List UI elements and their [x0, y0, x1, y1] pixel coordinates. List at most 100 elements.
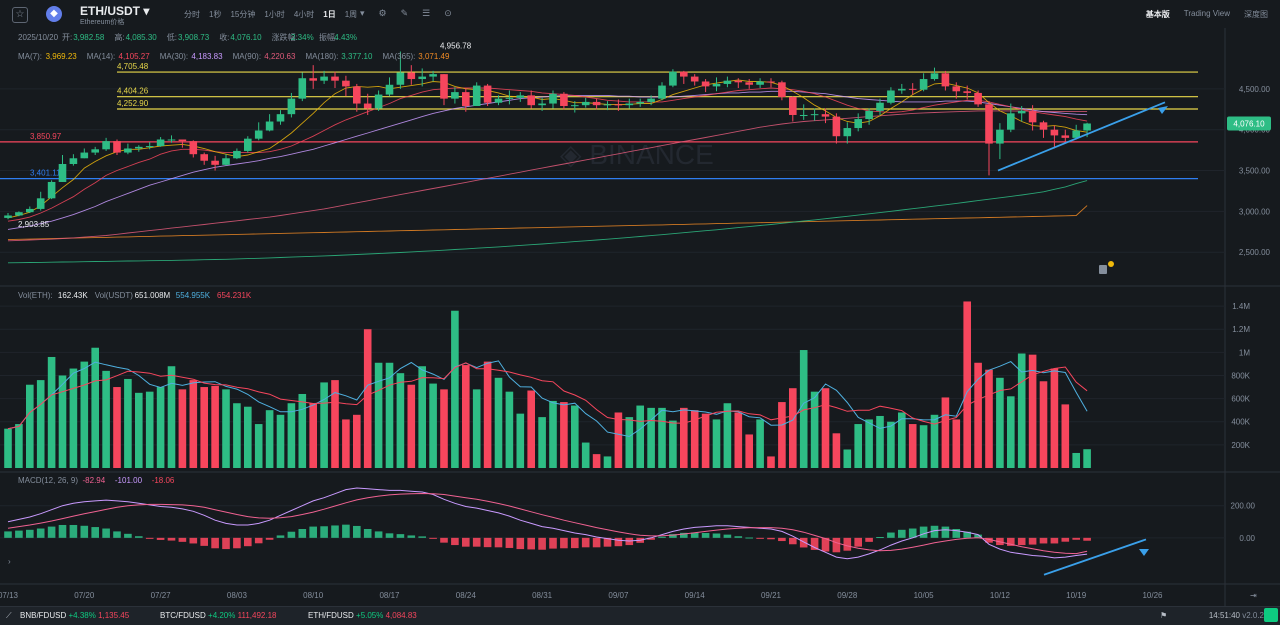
macd-bar — [91, 527, 99, 538]
level-label: 3,850.97 — [30, 132, 62, 141]
candle — [647, 98, 655, 102]
candle — [560, 93, 568, 106]
volume-bar — [843, 449, 852, 468]
view-tab-1[interactable]: Trading View — [1183, 9, 1230, 18]
macd-bar — [821, 537, 830, 552]
volume-bar — [1028, 354, 1037, 468]
x-tick-label: 08/03 — [227, 591, 248, 600]
candle — [996, 129, 1004, 144]
interval-2[interactable]: 15分钟 — [230, 10, 256, 19]
level-label: 4,404.26 — [117, 87, 149, 96]
macd-bar — [810, 537, 819, 550]
view-selector: 基本版 Trading View 深度图 — [1146, 9, 1268, 20]
indicator-icon[interactable]: ⚙ — [378, 8, 387, 18]
volume-bar — [254, 424, 263, 468]
macd-bar — [200, 537, 208, 546]
macd-bar — [15, 530, 23, 538]
draw-icon[interactable]: ✎ — [400, 8, 409, 18]
x-tick-label: 09/28 — [837, 591, 858, 600]
x-tick-label: 07/13 — [0, 591, 19, 600]
interval-0[interactable]: 分时 — [184, 10, 200, 19]
ohlc-value: 4,076.10 — [230, 33, 262, 42]
view-tab-2[interactable]: 深度图 — [1244, 10, 1268, 19]
settings-icon[interactable]: ☰ — [422, 8, 431, 18]
x-tick-label: 08/24 — [456, 591, 477, 600]
interval-selector: 分时 1秒 15分钟 1小时 4小时 1日 1周 — [184, 9, 357, 20]
interval-6[interactable]: 1周 — [344, 10, 358, 19]
dropdown-icon[interactable]: ▾ — [360, 8, 365, 18]
volume-bar — [887, 421, 895, 468]
announcement-icon[interactable]: ⚑ — [1160, 611, 1168, 620]
macd-bar — [385, 533, 394, 538]
interval-5[interactable]: 1日 — [323, 10, 336, 19]
macd-bar — [320, 526, 328, 538]
volume-bar — [898, 412, 906, 468]
price-tick-label: 2,500.00 — [1239, 248, 1271, 257]
ma7-line — [7, 79, 1088, 219]
volume-bar — [538, 417, 546, 468]
volume-bar — [145, 391, 154, 468]
macd-bar — [113, 531, 121, 538]
macd-bar — [1072, 537, 1080, 540]
macd-bar — [887, 532, 895, 538]
view-tab-0[interactable]: 基本版 — [1145, 10, 1170, 19]
ma-legend-value: 4,220.63 — [264, 52, 296, 61]
macd-trend-arrow — [1043, 538, 1147, 576]
macd-bar — [974, 534, 982, 538]
macd-bar — [985, 537, 993, 543]
candle — [156, 139, 165, 147]
favorite-star-icon[interactable]: ☆ — [12, 7, 28, 23]
volume-bar — [516, 413, 525, 468]
macd-bar — [36, 528, 45, 538]
macd-bar — [418, 536, 426, 538]
candle — [658, 85, 666, 99]
volume-bar — [963, 301, 971, 468]
macd-bar — [952, 529, 961, 538]
candle — [91, 149, 99, 153]
macd-bar — [440, 537, 448, 543]
ticker-bnb[interactable]: BNB/FDUSD +4.38% 1,135.45 — [20, 611, 130, 620]
interval-4[interactable]: 4小时 — [293, 10, 315, 19]
volume-bar — [832, 433, 841, 468]
macd-bar — [472, 537, 481, 547]
pair-title[interactable]: ETH/USDT ▾ — [80, 4, 150, 18]
candle — [58, 164, 67, 182]
macd-bar — [494, 537, 503, 548]
macd-bar — [843, 537, 852, 551]
candle — [603, 104, 612, 106]
ma90-line — [7, 110, 1088, 242]
ticker-eth[interactable]: ETH/FDUSD +5.05% 4,084.83 — [308, 611, 417, 620]
volume-bar — [745, 434, 753, 468]
x-tick-label: 10/19 — [1066, 591, 1087, 600]
volume-bar — [80, 361, 89, 468]
screenshot-icon[interactable]: ⊙ — [444, 8, 452, 18]
ohlc-value: 3,908.73 — [178, 33, 210, 42]
interval-1[interactable]: 1秒 — [209, 10, 222, 19]
macd-bar — [930, 525, 939, 538]
volume-bar — [734, 412, 743, 468]
volume-bar — [505, 391, 514, 468]
volume-bar — [69, 368, 78, 468]
macd-bar — [701, 533, 710, 538]
candle — [254, 130, 263, 139]
macd-bar — [1028, 537, 1037, 545]
candle — [799, 114, 808, 116]
macd-bar — [167, 537, 176, 541]
macd-bar — [745, 537, 753, 539]
macd-legend-value: -82.94 — [83, 476, 106, 485]
candle — [363, 103, 372, 109]
level-label: 4,705.48 — [117, 62, 149, 71]
volume-bar — [58, 375, 67, 468]
macd-bar — [26, 529, 34, 538]
interval-3[interactable]: 1小时 — [264, 10, 285, 19]
ticker-btc[interactable]: BTC/FDUSD +4.20% 111,492.18 — [160, 611, 277, 620]
chart-background — [0, 28, 1280, 606]
low-marker: 2,903.85 — [18, 220, 50, 229]
x-tick-label: 09/14 — [685, 591, 706, 600]
ohlc-label: 涨跌幅: — [272, 32, 298, 42]
chart-tools: ▾ ⚙ ✎ ☰ ⊙ — [360, 8, 452, 19]
volume-bar — [592, 454, 601, 468]
collapse-icon: › — [8, 557, 11, 566]
price-chart[interactable]: 4,500.004,000.003,500.003,000.002,500.00… — [0, 28, 1280, 606]
candle — [1072, 130, 1080, 138]
